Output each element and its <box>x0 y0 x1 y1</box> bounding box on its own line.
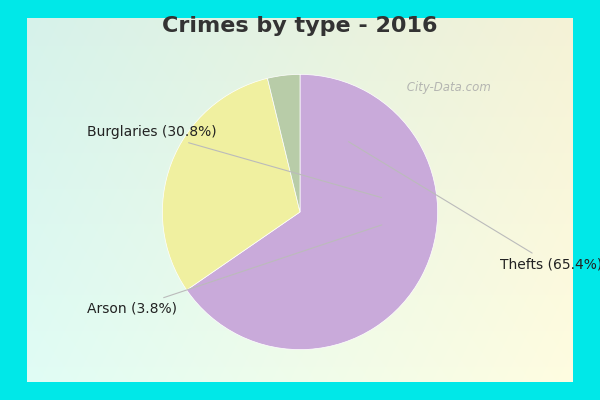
Text: Arson (3.8%): Arson (3.8%) <box>87 225 382 315</box>
Text: City-Data.com: City-Data.com <box>403 81 491 94</box>
Text: Burglaries (30.8%): Burglaries (30.8%) <box>87 125 382 198</box>
Text: Crimes by type - 2016: Crimes by type - 2016 <box>162 16 438 36</box>
Wedge shape <box>187 74 437 350</box>
Wedge shape <box>163 78 300 290</box>
Text: Thefts (65.4%): Thefts (65.4%) <box>349 142 600 271</box>
Wedge shape <box>268 74 300 212</box>
